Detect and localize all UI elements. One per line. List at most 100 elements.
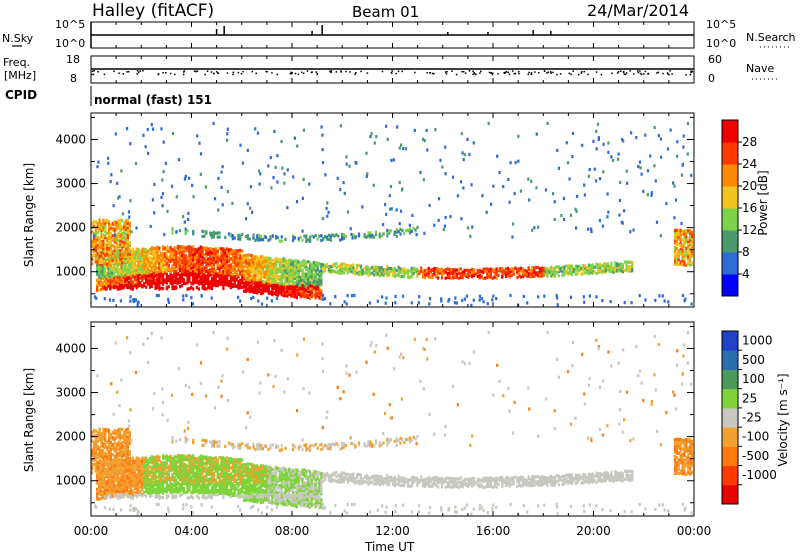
power-cell — [190, 296, 193, 300]
power-cell — [299, 283, 302, 287]
nave-dot — [505, 71, 507, 74]
power-cell — [150, 251, 153, 256]
velocity-cell — [201, 475, 204, 480]
power-cell — [107, 265, 110, 269]
power-cell — [98, 251, 101, 255]
power-cell — [444, 276, 447, 280]
power-cell — [94, 232, 97, 237]
velocity-cell — [169, 476, 172, 480]
power-cell — [349, 227, 352, 231]
velocity-cell — [116, 490, 119, 494]
velocity-cell — [128, 476, 131, 480]
power-cell — [261, 238, 265, 242]
power-cell — [410, 229, 413, 233]
power-cell — [685, 240, 688, 244]
power-cell — [201, 284, 204, 288]
power-cell — [248, 290, 251, 294]
power-cell — [167, 300, 170, 305]
power-cell — [284, 262, 287, 266]
power-cell — [196, 134, 199, 138]
power-cell — [156, 257, 159, 261]
power-cell — [271, 287, 274, 291]
power-cell — [463, 297, 466, 301]
power-cell — [303, 281, 306, 286]
power-cell — [681, 250, 684, 255]
power-cell — [195, 261, 199, 265]
power-cell — [320, 271, 323, 275]
velocity-cell — [148, 460, 151, 464]
velocity-cell — [160, 464, 163, 468]
power-cell — [111, 268, 114, 272]
power-cell — [104, 235, 107, 239]
velocity-cell — [182, 456, 185, 460]
power-cell — [429, 268, 432, 272]
power-cell — [297, 266, 300, 270]
power-cell — [177, 250, 180, 254]
power-cell — [139, 270, 142, 274]
power-cell — [557, 268, 560, 272]
velocity-cell — [120, 482, 123, 486]
power-cell — [143, 259, 146, 263]
power-cell — [591, 265, 594, 269]
power-cell — [195, 252, 199, 256]
power-cell — [128, 272, 131, 277]
power-cell — [100, 225, 103, 230]
power-cell — [128, 225, 131, 229]
power-cell — [98, 220, 101, 224]
power-cell — [301, 281, 304, 285]
velocity-cell — [161, 468, 165, 473]
power-cell — [681, 163, 684, 167]
power-cell — [107, 233, 111, 237]
power-cell — [493, 269, 496, 274]
power-cell — [320, 269, 323, 273]
nave-dot — [657, 71, 660, 74]
velocity-cell — [103, 475, 106, 480]
power-cell — [295, 282, 298, 286]
power-cell — [310, 289, 314, 293]
velocity-cell — [195, 467, 199, 471]
power-cell — [111, 244, 114, 248]
power-cell — [256, 286, 259, 290]
velocity-cell — [128, 492, 131, 496]
power-cell — [227, 258, 231, 263]
power-cell — [235, 284, 238, 288]
power-cell — [314, 296, 317, 300]
power-cell — [461, 276, 464, 280]
power-cell — [177, 264, 180, 268]
power-cell — [210, 284, 214, 288]
velocity-cell — [163, 463, 167, 467]
velocity-cell — [122, 487, 125, 491]
power-cell — [126, 259, 130, 263]
velocity-cell — [165, 457, 168, 461]
power-cell — [513, 191, 516, 196]
velocity-cell — [197, 491, 200, 495]
power-cell — [96, 278, 99, 282]
power-cell — [649, 154, 652, 158]
power-cell — [91, 257, 94, 261]
power-cell — [169, 250, 172, 254]
power-cell — [631, 263, 634, 267]
power-cell — [113, 245, 116, 249]
power-cell — [94, 239, 97, 244]
power-cell — [292, 279, 295, 283]
power-cell — [169, 245, 172, 249]
power-cell — [186, 272, 189, 276]
velocity-cell — [195, 473, 199, 477]
nave-dot — [271, 72, 273, 74]
power-cell — [165, 263, 168, 267]
power-cell — [267, 291, 270, 295]
power-cell — [322, 237, 325, 241]
power-cell — [687, 261, 690, 265]
power-cell — [109, 260, 113, 265]
power-cell — [269, 268, 272, 272]
power-cell — [252, 233, 255, 237]
power-cell — [113, 227, 116, 231]
nave-dot — [647, 72, 650, 75]
power-cell — [178, 285, 182, 289]
power-cell — [182, 273, 185, 277]
power-cell — [290, 266, 293, 271]
power-cell — [158, 249, 161, 254]
power-cell — [133, 278, 136, 282]
power-cell — [137, 256, 140, 260]
power-cell — [152, 258, 155, 262]
